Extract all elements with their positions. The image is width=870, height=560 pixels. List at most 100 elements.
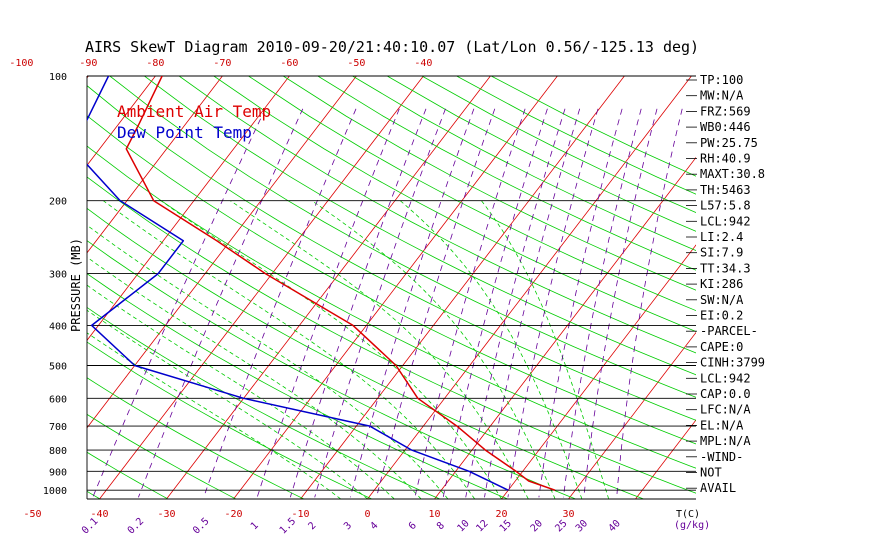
mixing-ratio-tick-label: 1 — [249, 520, 261, 532]
mixing-ratio-tick-label: 10 — [455, 518, 471, 534]
stability-index-item: LI:2.4 — [700, 230, 743, 244]
pressure-tick-label: 400 — [49, 321, 67, 332]
dry-adiabat-line — [87, 115, 696, 445]
stability-index-item: FRZ:569 — [700, 104, 751, 118]
mixing-ratio-tick-label: 12 — [474, 518, 490, 534]
isotherm-line — [367, 76, 692, 499]
sounding-profiles — [87, 76, 556, 491]
moist-adiabat-line — [87, 256, 422, 499]
mixing-ratio-tick-label: 20 — [529, 518, 545, 534]
isotherm-line — [233, 76, 558, 499]
mixing-ratio-unit-label: (g/kg) — [674, 520, 710, 531]
bottom-temperature-tick-label: -20 — [224, 509, 242, 520]
stability-index-item: LCL:942 — [700, 371, 751, 385]
mixing-ratio-line — [349, 108, 475, 498]
isotherm-line — [300, 76, 625, 499]
dry-adiabat-line — [282, 76, 696, 291]
stability-index-item: WB0:446 — [700, 120, 751, 134]
moist-adiabat-line — [87, 224, 449, 499]
mixing-ratio-line — [583, 108, 658, 498]
mixing-ratio-tick-label: 25 — [553, 518, 569, 534]
dry-adiabat-line — [144, 76, 696, 376]
dry-adiabat-line — [248, 76, 696, 312]
bottom-temperature-tick-label: -50 — [23, 509, 41, 520]
stability-index-item: CAPE:0 — [700, 340, 743, 354]
moist-adiabat-line — [103, 200, 476, 499]
pressure-tick-label: 700 — [49, 422, 67, 433]
pressure-tick-label: 900 — [49, 467, 67, 478]
mixing-ratio-line — [256, 108, 400, 498]
dry-adiabat-line — [109, 76, 696, 398]
mixing-ratio-line — [314, 108, 446, 498]
dry-adiabat-line — [87, 490, 101, 499]
mixing-ratio-tick-label: 0.2 — [126, 516, 147, 537]
top-temperature-tick-label: -50 — [347, 58, 365, 69]
stability-index-item: -WIND- — [700, 450, 743, 464]
dry-adiabat-line — [178, 76, 696, 354]
stability-index-item: LFC:N/A — [700, 403, 751, 417]
top-temperature-tick-labels: -120-110-100-90-80-70-60-50-40 — [9, 58, 432, 69]
legend-ambient-air-temp: Ambient Air Temp — [117, 102, 271, 121]
moist-adiabat-line — [160, 200, 502, 499]
top-temperature-tick-label: -100 — [9, 58, 33, 69]
stability-index-item: MPL:N/A — [700, 434, 751, 448]
moist-adiabat-line — [87, 332, 341, 499]
stability-index-item: MAXT:30.8 — [700, 167, 765, 181]
pressure-tick-label: 300 — [49, 270, 67, 281]
bottom-temperature-tick-label: 20 — [495, 509, 507, 520]
stability-index-item: KI:286 — [700, 277, 743, 291]
pressure-tick-label: 800 — [49, 446, 67, 457]
mixing-ratio-tick-label: 0.5 — [191, 516, 212, 537]
stability-index-item: L57:5.8 — [700, 199, 751, 213]
stability-index-item: RH:40.9 — [700, 152, 751, 166]
isotherm-line — [87, 76, 156, 166]
pressure-tick-label: 100 — [49, 72, 67, 83]
pressure-tick-label: 1000 — [43, 486, 67, 497]
mixing-ratio-line — [616, 108, 683, 498]
isotherm-line — [501, 244, 696, 499]
mixing-ratio-tick-label: 15 — [498, 518, 514, 534]
pressure-tick-labels: 100 200 300 400 500 600 700 800 900 1000 — [43, 72, 67, 497]
dew-point-temp-line — [87, 76, 509, 491]
mixing-ratio-tick-label: 6 — [407, 520, 419, 532]
isobar-lines — [86, 75, 696, 500]
mixing-ratio-line — [92, 108, 266, 498]
dry-adiabat-line — [87, 341, 372, 499]
bottom-temperature-tick-label: 0 — [364, 509, 370, 520]
stability-index-item: -PARCEL- — [700, 324, 758, 338]
isotherm-line — [568, 331, 696, 499]
moist-adiabat-line — [87, 309, 368, 499]
bottom-temperature-tick-label: 10 — [428, 509, 440, 520]
mixing-ratio-line — [465, 108, 566, 498]
dry-adiabat-line — [87, 451, 169, 499]
dry-adiabat-line — [387, 76, 696, 232]
mixing-ratio-tick-label: 4 — [368, 520, 380, 532]
top-temperature-tick-label: -60 — [280, 58, 298, 69]
top-temperature-tick-label: -70 — [213, 58, 231, 69]
mixing-ratio-line — [376, 108, 496, 498]
dry-adiabat-line — [87, 85, 696, 421]
bottom-temperature-tick-label: -40 — [90, 509, 108, 520]
isotherm-line — [0, 76, 21, 499]
dry-adiabat-line — [87, 306, 440, 499]
mixing-ratio-line — [414, 108, 526, 498]
mixing-ratio-line — [538, 108, 623, 498]
ambient-air-temp-line — [125, 76, 556, 491]
isotherm-line — [99, 76, 424, 499]
mixing-ratio-line — [442, 108, 548, 498]
dry-adiabat-line — [87, 377, 305, 499]
mixing-ratio-line — [289, 108, 427, 498]
dry-adiabat-line — [87, 240, 576, 499]
moist-adiabat-line — [311, 200, 556, 499]
bottom-temperature-tick-label: -10 — [291, 509, 309, 520]
stability-index-item: SI:7.9 — [700, 246, 743, 260]
dry-adiabat-line — [213, 76, 696, 332]
dry-adiabat-line — [352, 76, 696, 251]
mixing-ratio-tick-label: 30 — [574, 518, 590, 534]
bottom-temperature-tick-label: -30 — [157, 509, 175, 520]
stability-index-item: AVAIL — [700, 481, 736, 495]
isotherm-line — [87, 76, 223, 254]
dry-adiabat-line — [87, 176, 696, 494]
